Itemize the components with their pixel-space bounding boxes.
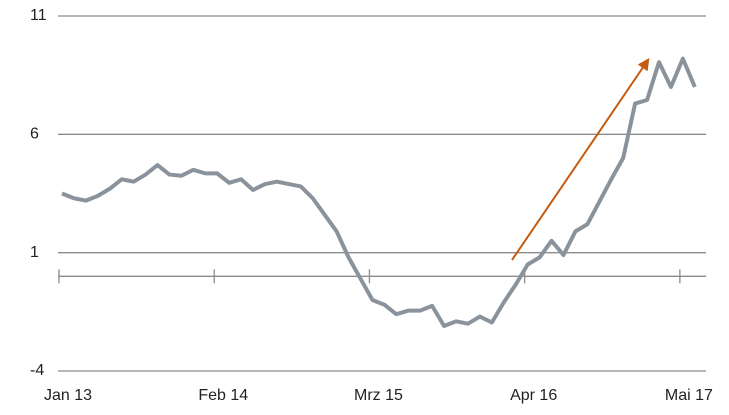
y-tick-label: 1: [30, 244, 39, 261]
x-tick-label: Mrz 15: [354, 387, 403, 404]
x-tick-label: Feb 14: [198, 387, 248, 404]
y-tick-label: -4: [30, 362, 44, 379]
x-tick-label: Mai 17: [665, 387, 713, 404]
x-tick-label: Jan 13: [44, 387, 92, 404]
data-line: [61, 56, 697, 329]
trend-arrow: [511, 58, 650, 261]
y-tick-label: 11: [30, 7, 47, 24]
y-tick-label: 6: [30, 126, 39, 143]
x-tick-label: Apr 16: [510, 387, 557, 404]
